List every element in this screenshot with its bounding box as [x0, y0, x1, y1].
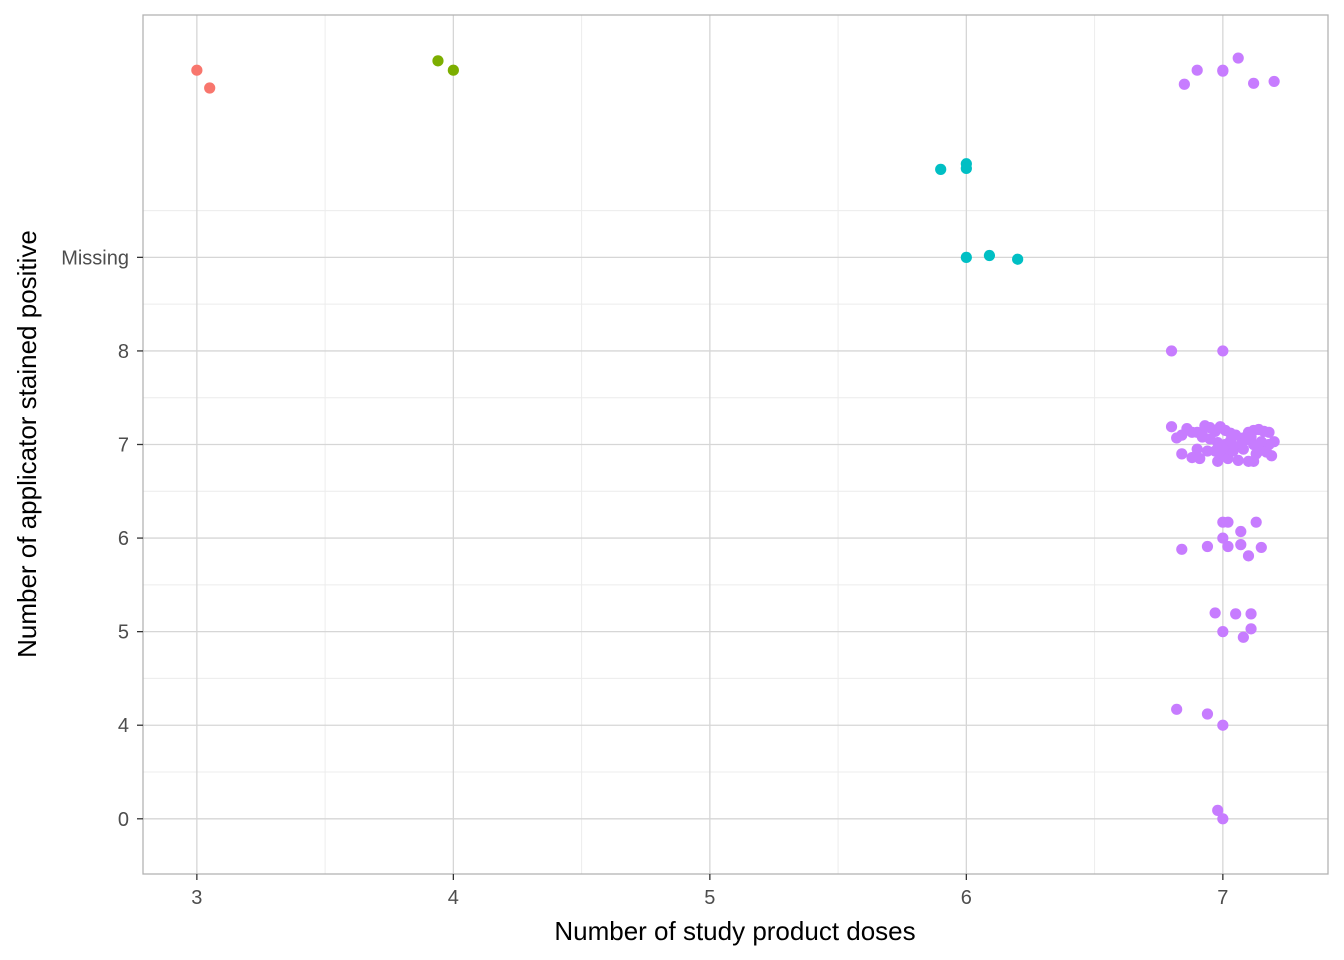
- data-points: [191, 52, 1280, 825]
- data-point: [1201, 445, 1214, 457]
- data-point: [1255, 541, 1267, 554]
- data-point: [1245, 623, 1257, 635]
- x-axis-ticks: 3 4 5 6 7: [191, 874, 1228, 909]
- data-point: [960, 251, 972, 263]
- data-point: [1217, 442, 1229, 454]
- data-point: [1242, 550, 1255, 562]
- data-point: [1165, 345, 1178, 357]
- data-point: [1217, 65, 1229, 77]
- data-point: [1217, 345, 1229, 357]
- data-point: [1232, 52, 1244, 64]
- data-point: [1217, 813, 1229, 825]
- data-point: [1178, 78, 1190, 90]
- data-point: [1230, 608, 1242, 620]
- data-point: [1235, 539, 1247, 551]
- data-point: [1235, 525, 1247, 538]
- data-point: [1194, 452, 1206, 465]
- data-point: [1176, 448, 1188, 460]
- data-point: [1222, 540, 1234, 553]
- y-tick-label: 8: [118, 341, 129, 363]
- data-point: [1196, 431, 1208, 443]
- data-point: [1263, 426, 1275, 438]
- x-tick-label: 6: [961, 887, 972, 909]
- data-point: [1245, 431, 1257, 443]
- data-point: [1245, 608, 1257, 620]
- x-tick-label: 5: [704, 887, 715, 909]
- data-point: [1222, 516, 1234, 528]
- data-point: [432, 55, 444, 67]
- data-point: [1248, 77, 1260, 89]
- data-point: [1012, 253, 1024, 265]
- data-point: [960, 162, 972, 175]
- data-point: [204, 82, 216, 94]
- data-point: [1165, 421, 1178, 433]
- data-point: [191, 64, 203, 76]
- data-point: [1217, 532, 1229, 544]
- data-point: [1201, 540, 1214, 553]
- data-point: [1176, 543, 1188, 555]
- y-tick-label: 5: [118, 622, 129, 644]
- data-point: [1237, 631, 1249, 643]
- data-point: [983, 249, 996, 262]
- x-tick-label: 7: [1217, 887, 1228, 909]
- data-point: [1191, 64, 1203, 76]
- data-point: [1224, 435, 1237, 447]
- x-tick-label: 4: [448, 887, 459, 909]
- y-tick-label: 0: [118, 809, 129, 831]
- y-tick-label: Missing: [61, 247, 129, 269]
- data-point: [1250, 516, 1262, 528]
- data-point: [1191, 443, 1203, 455]
- data-point: [1232, 454, 1244, 467]
- data-point: [1212, 804, 1224, 816]
- y-axis-ticks: 0 4 5 6 7 8 Missing: [61, 247, 143, 831]
- data-point: [1260, 446, 1273, 458]
- x-tick-label: 3: [191, 887, 202, 909]
- y-tick-label: 6: [118, 528, 129, 550]
- data-point: [447, 64, 459, 76]
- data-point: [1217, 719, 1229, 731]
- data-point: [1201, 708, 1214, 720]
- data-point: [1217, 626, 1229, 638]
- y-tick-label: 4: [118, 715, 129, 737]
- y-tick-label: 7: [118, 435, 129, 457]
- data-point: [1209, 607, 1221, 619]
- data-point: [935, 163, 947, 175]
- data-point: [1171, 703, 1183, 715]
- major-gridlines: [143, 15, 1328, 874]
- data-point: [1268, 75, 1280, 88]
- y-axis-title: Number of applicator stained positive: [12, 230, 42, 658]
- x-axis-title: Number of study product doses: [554, 916, 915, 946]
- data-point: [1250, 448, 1262, 460]
